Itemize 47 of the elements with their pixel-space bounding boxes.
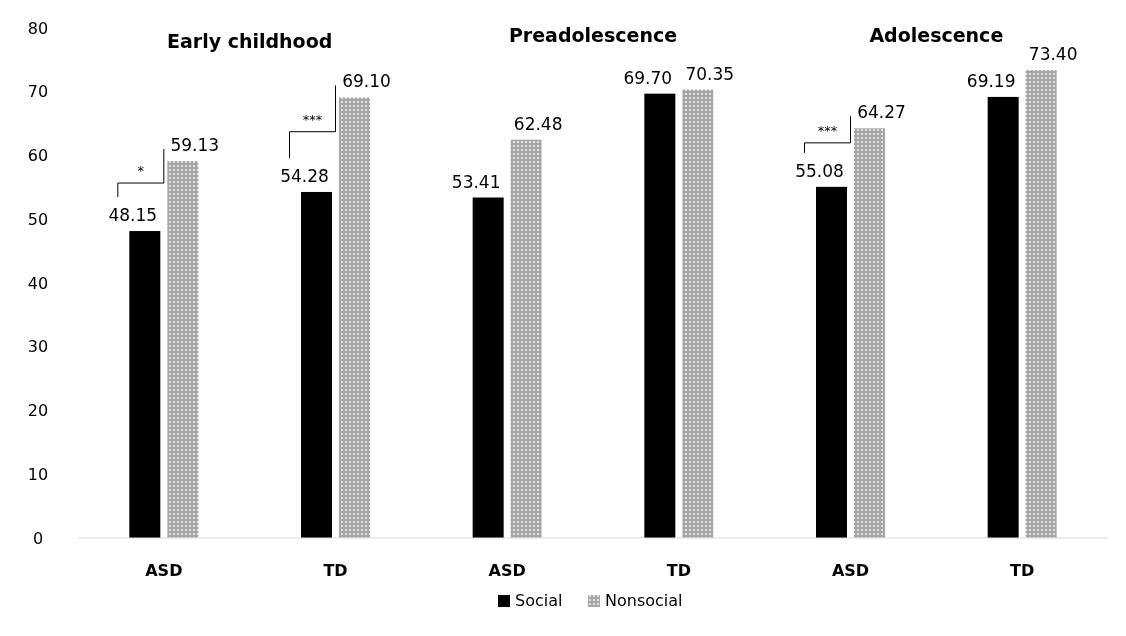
- bar: [167, 161, 199, 538]
- data-label: 69.19: [966, 70, 1016, 91]
- data-label: 70.35: [685, 63, 735, 84]
- annotation: Preadolescence: [508, 24, 678, 46]
- data-label: 69.70: [623, 67, 673, 88]
- x-tick-label: ASD: [488, 561, 526, 580]
- bar: [682, 89, 714, 538]
- data-label: 62.48: [513, 113, 563, 134]
- y-tick-label: 30: [27, 337, 49, 357]
- bar: [816, 186, 847, 538]
- data-label: 64.27: [857, 102, 906, 123]
- y-tick-label: 10: [27, 464, 49, 484]
- data-label: 54.28: [280, 165, 329, 186]
- data-label: 69.10: [342, 71, 391, 92]
- x-tick-label: ASD: [831, 561, 870, 580]
- bar: [339, 97, 370, 538]
- data-label: 73.40: [1028, 44, 1078, 65]
- data-label: 55.08: [795, 160, 844, 181]
- x-tick-label: ASD: [145, 561, 183, 580]
- data-label: 48.15: [108, 205, 158, 226]
- bar: [129, 231, 161, 538]
- y-tick-label: 40: [27, 273, 49, 293]
- annotation: ***: [302, 111, 323, 127]
- legend-label: Nonsocial: [605, 591, 683, 610]
- y-tick-label: 80: [27, 18, 49, 38]
- annotation: Adolescence: [869, 24, 1004, 46]
- annotation: ***: [817, 122, 838, 138]
- y-tick-label: 70: [27, 82, 49, 102]
- legend-label: Social: [515, 591, 563, 610]
- bar: [854, 128, 885, 538]
- bar: [510, 139, 542, 538]
- annotation: Early childhood: [166, 30, 333, 52]
- bar: [301, 191, 332, 538]
- y-tick-label: 50: [27, 209, 49, 229]
- y-tick-label: 20: [27, 401, 49, 421]
- x-tick-label: TD: [1010, 561, 1035, 580]
- bar: [472, 197, 504, 538]
- annotation: *: [137, 163, 145, 179]
- x-tick-label: TD: [323, 561, 348, 580]
- x-tick-label: TD: [666, 561, 691, 580]
- data-label: 59.13: [170, 135, 220, 156]
- y-tick-label: 60: [27, 146, 49, 166]
- bar: [987, 96, 1019, 538]
- bar: [1025, 70, 1057, 538]
- bar: [644, 93, 676, 538]
- y-tick-label: 0: [32, 528, 44, 548]
- data-label: 53.41: [451, 171, 501, 192]
